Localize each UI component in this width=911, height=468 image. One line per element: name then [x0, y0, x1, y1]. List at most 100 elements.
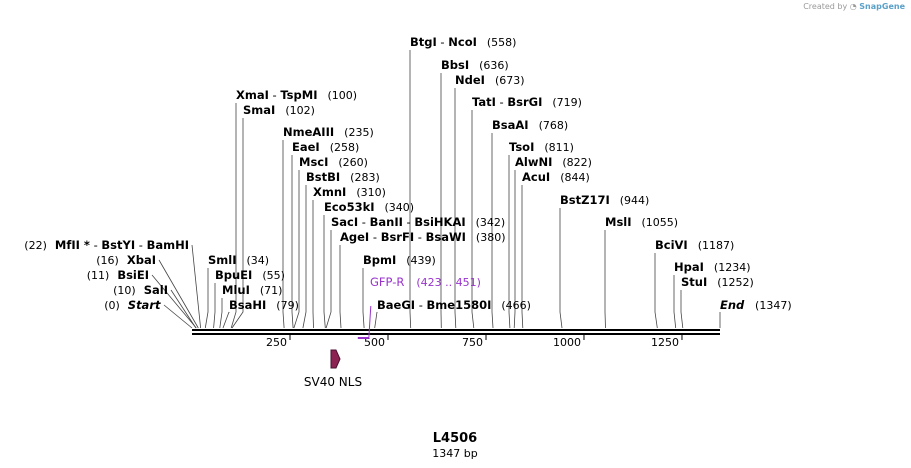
site-tati[interactable]: TatI - BsrGI (719) — [472, 95, 582, 109]
enzyme-name: End — [720, 298, 745, 312]
site-position: (944) — [620, 194, 650, 207]
site-bsaai[interactable]: BsaAI (768) — [492, 118, 568, 132]
site-position: (22) — [24, 239, 47, 252]
site-start[interactable]: Start (0) — [104, 298, 161, 312]
site-position: (16) — [96, 254, 119, 267]
site-connector — [654, 253, 658, 329]
site-bcivi[interactable]: BciVI (1187) — [655, 238, 734, 252]
enzyme-name: AgeI — [340, 230, 369, 244]
enzyme-name: BsiEI — [117, 268, 149, 282]
site-eaei[interactable]: EaeI (258) — [292, 140, 359, 154]
site-connector — [491, 133, 494, 329]
enzyme-name: SmaI — [243, 103, 275, 117]
site-connector — [325, 230, 332, 329]
site-msli[interactable]: MslI (1055) — [605, 215, 678, 229]
site-label: BsaHI — [229, 298, 266, 312]
enzyme-name: SmlI — [208, 253, 237, 267]
site-xbai[interactable]: XbaI (16) — [96, 253, 156, 267]
site-mlui[interactable]: MluI (71) — [222, 283, 282, 297]
site-label: AlwNI — [515, 155, 552, 169]
enzyme-name: BsaAI — [492, 118, 529, 132]
site-label: TatI - BsrGI — [472, 95, 542, 109]
site-position: (1347) — [755, 299, 792, 312]
site-position: (811) — [544, 141, 574, 154]
site-smli[interactable]: SmlI (34) — [208, 253, 269, 267]
site-connector — [302, 185, 307, 329]
site-label: XbaI — [127, 253, 156, 267]
site-connector — [219, 298, 223, 329]
site-eco53ki[interactable]: Eco53kI (340) — [324, 200, 414, 214]
site-label: BsiEI — [117, 268, 149, 282]
site-separator: - — [369, 230, 380, 244]
site-smai[interactable]: SmaI (102) — [243, 103, 315, 117]
enzyme-name: NmeAIII — [283, 125, 334, 139]
site-connector — [291, 155, 294, 329]
site-position: (558) — [487, 36, 517, 49]
site-connector — [282, 140, 285, 329]
site-separator: - — [358, 215, 369, 229]
enzyme-name: BstZ17I — [560, 193, 610, 207]
site-bpuei[interactable]: BpuEI (55) — [215, 268, 285, 282]
site-saci[interactable]: SacI - BanII - BsiHKAI (342) — [331, 215, 505, 229]
site-connector — [230, 103, 237, 329]
site-position: (340) — [385, 201, 415, 214]
site-label: TsoI — [509, 140, 534, 154]
site-bbsi[interactable]: BbsI (636) — [441, 58, 509, 72]
snapgene-credit: Created by ◔ SnapGene — [803, 2, 905, 11]
site-connector — [339, 245, 342, 329]
feature-sv40-nls[interactable]: SV40 NLS — [304, 349, 362, 389]
site-xmai[interactable]: XmaI - TspMI (100) — [236, 88, 357, 102]
site-connector — [163, 304, 193, 329]
site-label: BaeGI - Bme1580I — [377, 298, 491, 312]
site-btgi[interactable]: BtgI - NcoI (558) — [410, 35, 516, 49]
site-connector — [213, 283, 216, 329]
site-msci[interactable]: MscI (260) — [299, 155, 368, 169]
enzyme-name: TsoI — [509, 140, 534, 154]
site-alwni[interactable]: AlwNI (822) — [515, 155, 592, 169]
enzyme-name: TatI — [472, 95, 496, 109]
site-connector — [673, 275, 677, 329]
site-bpmi[interactable]: BpmI (439) — [363, 253, 436, 267]
enzyme-name: BsaHI — [229, 298, 266, 312]
site-mfii[interactable]: MfII * - BstYI - BamHI (22) — [24, 238, 189, 252]
site-ndei[interactable]: NdeI (673) — [455, 73, 525, 87]
enzyme-name: StuI — [681, 275, 707, 289]
site-connector — [204, 268, 209, 329]
site-connector — [191, 244, 201, 329]
site-label: BstZ17I — [560, 193, 610, 207]
site-hpai[interactable]: HpaI (1234) — [674, 260, 750, 274]
ruler-tick-label: 250 — [266, 336, 287, 349]
site-bstbi[interactable]: BstBI (283) — [306, 170, 380, 184]
site-label: StuI — [681, 275, 707, 289]
site-connector — [231, 118, 244, 329]
site-connector — [680, 290, 684, 329]
enzyme-name: NcoI — [448, 35, 477, 49]
enzyme-name: EaeI — [292, 140, 320, 154]
site-label: BbsI — [441, 58, 469, 72]
site-position: (439) — [406, 254, 436, 267]
plasmid-length: 1347 bp — [432, 447, 477, 460]
site-acui[interactable]: AcuI (844) — [522, 170, 590, 184]
enzyme-name: NdeI — [455, 73, 485, 87]
site-bsahi[interactable]: BsaHI (79) — [229, 298, 299, 312]
credit-text: Created by — [803, 2, 848, 11]
site-nmeaiii[interactable]: NmeAIII (235) — [283, 125, 374, 139]
site-sali[interactable]: SalI (10) — [113, 283, 168, 297]
site-baegi[interactable]: BaeGI - Bme1580I (466) — [377, 298, 531, 312]
site-bsiei[interactable]: BsiEI (11) — [87, 268, 149, 282]
primer-gfp-r[interactable]: GFP-R (423 .. 451) — [357, 275, 481, 339]
site-bstz17i[interactable]: BstZ17I (944) — [560, 193, 649, 207]
site-label: XmnI — [313, 185, 346, 199]
plasmid-name: L4506 — [433, 431, 477, 446]
enzyme-name: SalI — [144, 283, 168, 297]
site-end[interactable]: End (1347) — [720, 298, 792, 312]
site-separator: - — [496, 95, 507, 109]
ruler-tick-label: 500 — [364, 336, 385, 349]
site-label: SacI - BanII - BsiHKAI — [331, 215, 466, 229]
site-stui[interactable]: StuI (1252) — [681, 275, 754, 289]
site-xmni[interactable]: XmnI (310) — [313, 185, 386, 199]
site-connector — [158, 259, 199, 329]
site-agei[interactable]: AgeI - BsrFI - BsaWI (380) — [340, 230, 506, 244]
site-tsoi[interactable]: TsoI (811) — [509, 140, 574, 154]
